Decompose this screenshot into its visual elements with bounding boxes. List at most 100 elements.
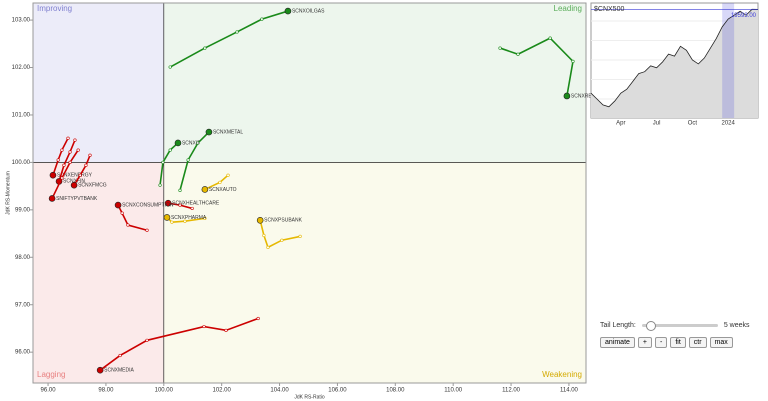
x-tick-label: 114.00 (560, 388, 579, 394)
control-button[interactable]: fit (670, 337, 686, 348)
tail-point (168, 65, 172, 69)
series-label: SCNXCONSUMPTION (122, 202, 174, 208)
highlight-band (722, 3, 735, 118)
head-point (164, 199, 172, 207)
head-point (201, 186, 209, 193)
series-label: SCNXREALTY (571, 93, 605, 99)
tail-point (186, 158, 190, 162)
tail-point (73, 138, 77, 142)
head-point (205, 128, 213, 136)
control-button[interactable]: + (637, 337, 652, 348)
tail-point (145, 228, 149, 232)
trail (99, 317, 259, 371)
series-label: SCNXFMCG (78, 183, 107, 189)
quadrant-leading (163, 3, 587, 163)
x-axis-title: JdK RS-Ratio (294, 394, 325, 400)
control-button[interactable]: - (655, 337, 668, 348)
tail-point (178, 188, 182, 192)
mini-title: $CNX500 (594, 6, 624, 13)
tail-point (203, 216, 207, 220)
head-point (114, 201, 122, 209)
tail-point (60, 148, 64, 152)
series-label: SCNXPSUBANK (264, 218, 302, 224)
tail-point (224, 328, 228, 332)
x-tick-label: 100.00 (155, 388, 174, 394)
y-tick-label: 100.00 (12, 160, 31, 166)
tail-point (126, 223, 130, 227)
tail-label: Tail Length: (600, 322, 636, 329)
series-label: SCNXPHARMA (171, 215, 207, 221)
tail-point (84, 163, 88, 167)
tail-point (78, 173, 82, 177)
tail-point (298, 234, 302, 239)
tail-point (178, 203, 182, 207)
x-tick-label: 2024 (721, 121, 735, 127)
trail (52, 137, 69, 176)
series-label: SCNXENERGY (57, 173, 93, 179)
control-button[interactable]: ctr (688, 337, 707, 348)
tail-point (168, 148, 172, 152)
tail-point (68, 160, 72, 165)
controls: Tail Length: 5 weeks animate + - fit ctr max (600, 321, 760, 348)
tail-point (120, 211, 124, 215)
y-tick-label: 99.00 (15, 207, 31, 213)
x-tick-label: 98.00 (98, 388, 114, 394)
control-button[interactable]: animate (600, 337, 635, 348)
series-label: SNIFTYPVTBANK (56, 196, 98, 202)
slider-knob[interactable] (645, 321, 656, 331)
series-label: SCNXHEALTHCARE (172, 201, 220, 207)
tail-point (203, 46, 207, 50)
quadrant-label: Lagging (37, 370, 65, 379)
head-point (174, 139, 182, 147)
trail (73, 154, 91, 186)
control-button[interactable]: max (709, 337, 733, 348)
tail-value: 5 weeks (723, 322, 750, 329)
x-tick-label: 110.00 (444, 388, 463, 394)
tail-point (145, 338, 149, 342)
quadrant-label: Weakening (542, 370, 582, 379)
y-tick-label: 101.00 (12, 113, 31, 119)
area (591, 9, 758, 118)
series-label: SCNXMETAL (213, 129, 243, 135)
x-tick-label: 106.00 (328, 388, 347, 394)
plot-frame (32, 2, 587, 384)
head-point (163, 214, 171, 221)
trail (159, 142, 179, 186)
head-point (49, 171, 57, 179)
head-point (563, 92, 571, 100)
head-point (284, 7, 292, 15)
quadrant-improving (33, 3, 164, 163)
x-tick-label: Oct (688, 121, 698, 127)
last-value-label: 19593.00 (731, 13, 757, 19)
tail-point (256, 316, 260, 321)
tail-point (56, 158, 60, 162)
tail-point (183, 219, 187, 223)
x-tick-label: 112.00 (502, 388, 521, 394)
tail-point (226, 173, 230, 177)
tail-point (548, 36, 552, 40)
x-tick-label: 108.00 (386, 388, 405, 394)
price-line (590, 8, 759, 108)
x-tick-label: 104.00 (270, 388, 289, 394)
trail (51, 149, 79, 199)
tail-slider[interactable] (641, 321, 718, 331)
tail-point (202, 324, 206, 329)
tail-point (266, 245, 270, 249)
x-tick-label: Jul (653, 121, 661, 127)
y-tick-label: 102.00 (12, 65, 31, 71)
y-axis-title: JdK RS-Momentum (5, 171, 11, 215)
tail-point (218, 180, 222, 184)
quadrant-weakening (163, 162, 587, 383)
series-label: SCNXIT (182, 140, 200, 146)
y-tick-label: 97.00 (15, 302, 31, 308)
x-tick-label: 96.00 (41, 388, 57, 394)
series-label: SCNXMEDIA (104, 368, 134, 374)
tail-point (161, 160, 165, 165)
trail (117, 204, 148, 232)
series-label: SCNXAUTO (209, 187, 237, 193)
tail-point (76, 148, 80, 152)
tail-point (62, 163, 66, 167)
head-point (96, 366, 104, 374)
tail-point (516, 52, 520, 56)
